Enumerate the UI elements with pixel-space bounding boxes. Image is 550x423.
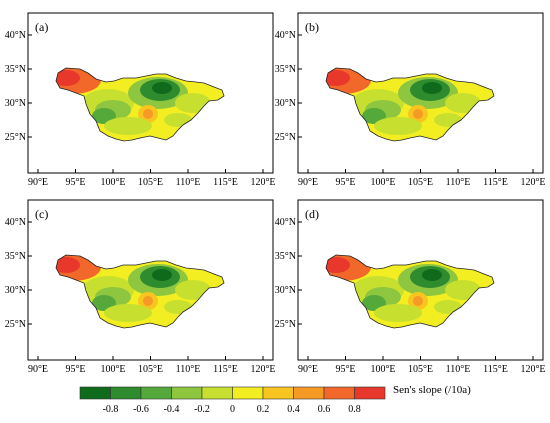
colorbar-tick-labels: -0.8 -0.6 -0.4 -0.2 0 0.2 0.4 0.6 0.8 [103,404,361,415]
x-tick-label: 100°E [370,177,395,188]
map-panel-b: (b) [297,12,544,174]
x-tick-label: 110°E [446,364,471,375]
y-tick-label: 40°N [5,30,26,41]
x-tick-label: 105°E [138,364,163,375]
x-tick-label: 120°E [250,177,275,188]
x-tick-label: 105°E [408,177,433,188]
x-tick-label: 90°E [298,364,318,375]
x-tick-label: 120°E [520,364,545,375]
x-tick-label: 100°E [100,364,125,375]
axis-tick-labels: 90°E 95°E 100°E 105°E 110°E 115°E 120°E 40°N 35°… [5,30,546,375]
x-tick-label: 105°E [408,364,433,375]
y-tick-label: 25°N [275,319,296,330]
x-tick-label: 115°E [483,364,508,375]
colorbar-tick-label: 0.6 [318,404,331,415]
colorbar-tick-label: -0.8 [103,404,119,415]
panel-label: (a) [35,20,48,34]
map-panel-c: (c) [27,199,274,361]
x-tick-label: 90°E [28,177,48,188]
x-tick-label: 95°E [65,364,85,375]
x-tick-label: 95°E [65,177,85,188]
colorbar-swatch [171,386,203,400]
y-tick-label: 25°N [5,132,26,143]
y-tick-label: 35°N [275,64,296,75]
y-tick-label: 35°N [275,251,296,262]
x-tick-label: 110°E [176,177,201,188]
x-tick-label: 95°E [335,177,355,188]
x-tick-label: 110°E [176,364,201,375]
colorbar-swatches [79,386,386,400]
y-tick-label: 40°N [5,217,26,228]
colorbar-swatch [110,386,142,400]
colorbar-tick-label: 0.4 [287,404,300,415]
y-tick-label: 35°N [5,64,26,75]
colorbar: -0.8 -0.6 -0.4 -0.2 0 0.2 0.4 0.6 0.8 Sen's slop… [79,384,471,415]
colorbar-tick-label: 0.2 [257,404,270,415]
x-tick-label: 105°E [138,177,163,188]
y-tick-label: 25°N [275,132,296,143]
colorbar-swatch [323,386,355,400]
panel-label: (b) [305,20,319,34]
x-tick-label: 100°E [370,364,395,375]
x-tick-label: 110°E [446,177,471,188]
colorbar-swatch [79,386,111,400]
x-tick-label: 95°E [335,364,355,375]
colorbar-tick-label: -0.2 [194,404,210,415]
colorbar-tick-label: -0.6 [133,404,149,415]
y-tick-label: 30°N [5,285,26,296]
colorbar-tick-label: 0 [230,404,235,415]
y-tick-label: 40°N [275,30,296,41]
x-tick-label: 115°E [213,177,238,188]
x-tick-label: 120°E [250,364,275,375]
colorbar-swatch [232,386,264,400]
colorbar-swatch [354,386,386,400]
x-tick-label: 120°E [520,177,545,188]
colorbar-tick-label: -0.4 [164,404,180,415]
y-tick-label: 40°N [275,217,296,228]
x-tick-label: 90°E [28,364,48,375]
x-tick-label: 90°E [298,177,318,188]
y-tick-label: 30°N [275,98,296,109]
colorbar-swatch [201,386,233,400]
y-tick-label: 35°N [5,251,26,262]
colorbar-swatch [293,386,325,400]
y-tick-label: 25°N [5,319,26,330]
map-panel-d: (d) [297,199,544,361]
y-tick-label: 30°N [5,98,26,109]
x-tick-label: 100°E [100,177,125,188]
colorbar-swatch [140,386,172,400]
x-tick-label: 115°E [213,364,238,375]
x-tick-label: 115°E [483,177,508,188]
y-tick-label: 30°N [275,285,296,296]
colorbar-tick-label: 0.8 [348,404,361,415]
panel-label: (c) [35,207,48,221]
colorbar-title: Sen's slope (/10a) [393,384,471,396]
colorbar-swatch [262,386,294,400]
map-panel-a: (a) [27,12,274,174]
panel-label: (d) [305,207,319,221]
